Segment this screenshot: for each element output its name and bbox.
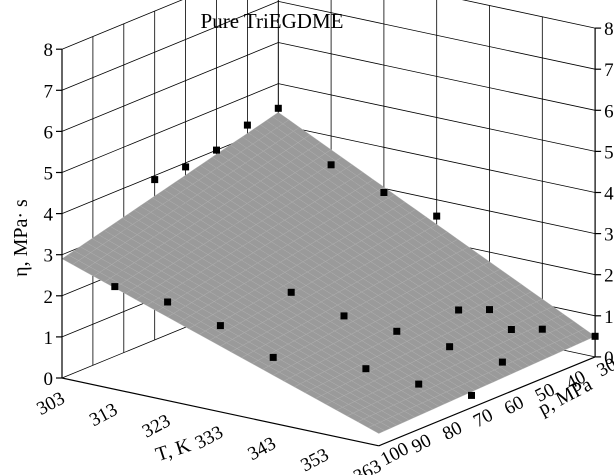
y-tick-label: 100 bbox=[377, 438, 412, 470]
left-wall-gridline bbox=[61, 83, 279, 173]
left-wall-gridline bbox=[61, 42, 279, 132]
x-tick-label: 313 bbox=[86, 399, 121, 431]
z-tick-label-right: 5 bbox=[604, 142, 614, 163]
x-tick-label: 333 bbox=[192, 422, 227, 454]
z-tick-label: 8 bbox=[44, 40, 54, 61]
data-point bbox=[151, 176, 159, 184]
z-axis-label: η, MPa· s bbox=[10, 199, 32, 277]
z-tick-label: 1 bbox=[44, 328, 54, 349]
left-wall-gridline bbox=[61, 1, 279, 91]
z-tick-label: 5 bbox=[44, 164, 54, 185]
y-tick-label: 80 bbox=[439, 417, 466, 444]
data-point bbox=[362, 365, 370, 373]
axes bbox=[56, 27, 602, 447]
data-point bbox=[393, 327, 401, 335]
data-point bbox=[182, 163, 190, 171]
data-point bbox=[327, 161, 335, 169]
data-point bbox=[415, 380, 423, 388]
x-axis-line bbox=[61, 377, 379, 447]
z-tick-label-right: 2 bbox=[604, 266, 614, 287]
data-point bbox=[164, 298, 172, 306]
left-wall-gridline bbox=[61, 0, 183, 50]
z-tick-label-right: 6 bbox=[604, 101, 614, 122]
surface bbox=[61, 112, 596, 434]
data-point bbox=[213, 146, 220, 154]
data-point bbox=[380, 189, 388, 196]
y-tick-label: 30 bbox=[594, 354, 614, 381]
data-point bbox=[287, 288, 295, 296]
y-axis-line bbox=[378, 356, 596, 447]
x-tick-label: 323 bbox=[139, 410, 174, 442]
z-tick-label-right: 7 bbox=[604, 60, 614, 81]
data-point bbox=[486, 306, 493, 314]
z-tick-label-right: 0 bbox=[604, 348, 614, 369]
data-point bbox=[468, 391, 475, 399]
z-tick-label-right: 3 bbox=[604, 225, 614, 246]
z-tick-label: 0 bbox=[44, 369, 54, 390]
z-tick-label-right: 8 bbox=[604, 19, 614, 40]
data-point bbox=[243, 121, 251, 129]
x-axis-label: T, K bbox=[153, 434, 194, 466]
surface-cell bbox=[367, 424, 386, 434]
x-tick-label: 343 bbox=[245, 433, 280, 465]
data-point bbox=[111, 283, 119, 291]
y-tick-label: 70 bbox=[470, 405, 497, 432]
data-point bbox=[446, 343, 454, 351]
z-tick-label-right: 1 bbox=[604, 307, 614, 328]
y-tick-label: 60 bbox=[501, 392, 528, 419]
z-tick-label: 3 bbox=[44, 246, 54, 267]
data-point bbox=[455, 306, 463, 314]
z-tick-label: 6 bbox=[44, 122, 54, 143]
x-tick-label: 353 bbox=[297, 444, 332, 475]
x-tick-label: 303 bbox=[33, 388, 68, 420]
z-tick-label: 7 bbox=[44, 81, 54, 102]
data-point bbox=[433, 212, 441, 220]
z-tick-label: 2 bbox=[44, 287, 54, 308]
data-point bbox=[340, 312, 348, 320]
chart-title: Pure TriEGDME bbox=[201, 9, 344, 33]
data-point bbox=[507, 326, 515, 333]
data-point bbox=[498, 358, 506, 366]
data-point bbox=[269, 353, 277, 361]
data-point bbox=[274, 104, 282, 112]
y-tick-label: 90 bbox=[408, 430, 435, 457]
data-point bbox=[538, 325, 546, 333]
data-point bbox=[216, 322, 224, 330]
z-tick-label-right: 4 bbox=[604, 184, 614, 205]
z-tick-label: 4 bbox=[44, 205, 54, 226]
